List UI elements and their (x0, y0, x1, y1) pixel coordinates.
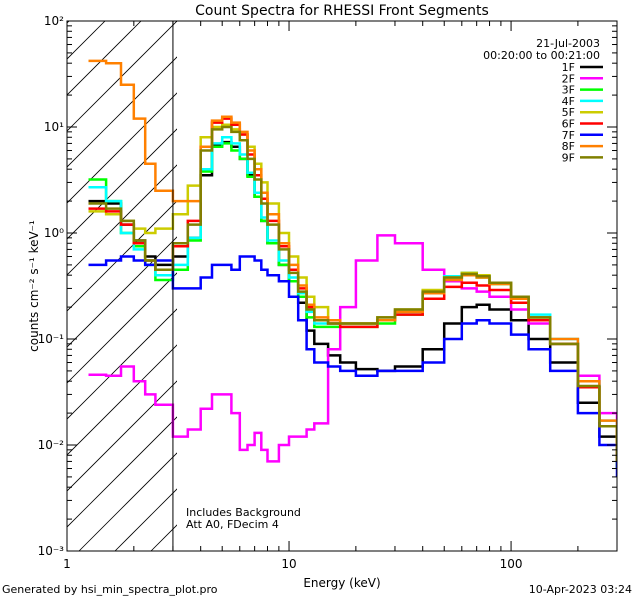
y-tick-label: 10⁻¹ (38, 332, 65, 346)
hatch-line (67, 380, 177, 492)
legend-label-4F: 4F (562, 95, 575, 108)
hatch-line (67, 21, 106, 60)
legend-label-5F: 5F (562, 106, 575, 119)
footer-generated-by: Generated by hsi_min_spectra_plot.pro (2, 583, 218, 596)
y-tick-label: 10⁻³ (38, 544, 65, 558)
x-tick-label: 10 (281, 557, 296, 571)
hatch-line (223, 0, 640, 551)
footer-timestamp: 10-Apr-2023 03:24 (528, 583, 632, 596)
x-tick-label: 100 (500, 557, 523, 571)
x-axis-label: Energy (keV) (303, 576, 380, 590)
hatch-line (67, 416, 177, 528)
hatch-line (0, 0, 103, 551)
hatch-line (67, 272, 177, 384)
x-tick-label: 1 (63, 557, 71, 571)
legend-label-9F: 9F (562, 151, 575, 164)
hatch-line (67, 21, 177, 132)
background-hatch (0, 0, 640, 551)
chart-title: Count Spectra for RHESSI Front Segments (195, 3, 489, 19)
legend-label-8F: 8F (562, 140, 575, 153)
y-tick-label: 10¹ (44, 120, 64, 134)
series-9F (88, 125, 617, 462)
series-7F (88, 255, 617, 477)
hatch-line (67, 236, 177, 348)
hatch-line (67, 164, 177, 276)
hatch-line (67, 200, 177, 312)
time-range-label: 00:20:00 to 00:21:00 (483, 49, 600, 62)
series-4F (88, 136, 617, 462)
hatch-line (67, 21, 142, 96)
date-label: 21-Jul-2003 (536, 37, 600, 50)
series-layer (88, 59, 617, 477)
y-tick-label: 10⁰ (44, 226, 64, 240)
legend-label-7F: 7F (562, 129, 575, 142)
legend-label-3F: 3F (562, 84, 575, 97)
plot-frame (66, 20, 618, 552)
legend-label-1F: 1F (562, 61, 575, 74)
axis-ticks: 1 10 100 10⁻³ 10⁻² 10⁻¹ 10⁰ 10¹ 10² (38, 14, 618, 571)
y-axis-label: counts cm⁻² s⁻¹ keV⁻¹ (27, 220, 41, 352)
hatch-line (67, 56, 177, 168)
series-6F (88, 117, 617, 462)
legend-label-6F: 6F (562, 118, 575, 131)
annotation-attenuator: Att A0, FDecim 4 (186, 518, 279, 531)
annotation-background: Includes Background (186, 506, 301, 519)
hatch-line (67, 344, 177, 456)
y-tick-label: 10² (44, 14, 64, 28)
series-5F (88, 123, 617, 462)
y-tick-label: 10⁻² (38, 438, 65, 452)
legend-label-2F: 2F (562, 72, 575, 85)
hatch-line (67, 128, 177, 240)
